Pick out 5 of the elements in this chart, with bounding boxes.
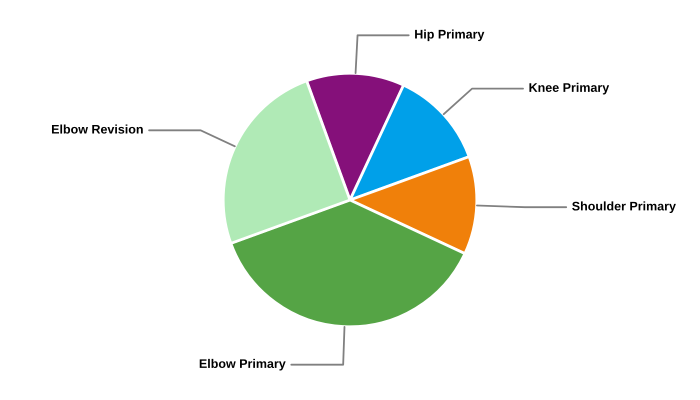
slice-label: Shoulder Primary bbox=[572, 201, 676, 214]
slice-label: Elbow Primary bbox=[200, 358, 286, 371]
slice-label: Hip Primary bbox=[415, 29, 484, 42]
slice-label: Knee Primary bbox=[529, 82, 610, 94]
slice-label: Elbow Revision bbox=[52, 124, 143, 134]
